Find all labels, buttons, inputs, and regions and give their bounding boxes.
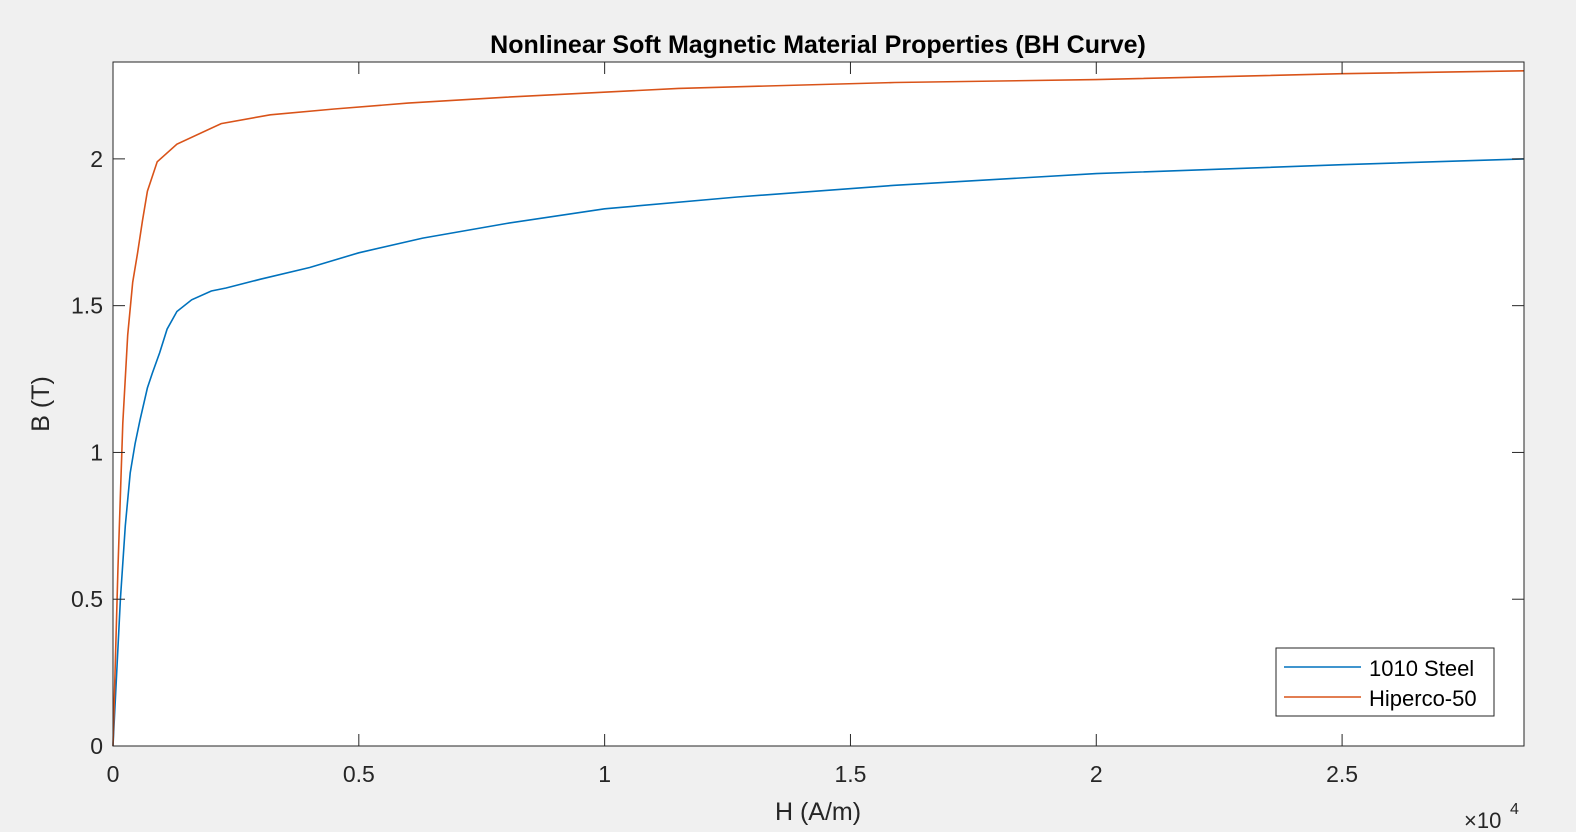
plot-area [113, 62, 1524, 746]
chart-title: Nonlinear Soft Magnetic Material Propert… [490, 31, 1146, 59]
x-axis-exponent: ×10 4 [1464, 801, 1519, 832]
x-axis-label: H (A/m) [775, 798, 861, 826]
x-tick-label: 2.5 [1326, 761, 1358, 787]
x-axis-exponent-base: ×10 [1464, 808, 1501, 832]
x-tick-label: 1 [598, 761, 611, 787]
x-tick-label: 0.5 [343, 761, 375, 787]
legend-label-hiperco-50: Hiperco-50 [1369, 686, 1477, 711]
series-layer [112, 70, 1525, 747]
series-line-1010-steel [112, 158, 1525, 747]
legend-box [1275, 647, 1495, 717]
x-tick-label: 1.5 [834, 761, 866, 787]
x-axis-ticks: 0 0.5 1 1.5 2 2.5 [107, 62, 1358, 787]
y-axis-label: B (T) [27, 376, 55, 432]
series-line-hiperco-50 [112, 70, 1525, 747]
x-tick-label: 0 [107, 761, 120, 787]
x-axis-exponent-power: 4 [1510, 801, 1519, 818]
y-tick-label: 2 [90, 146, 103, 172]
y-axis-ticks: 0 0.5 1 1.5 2 [71, 146, 1524, 759]
y-tick-label: 1 [90, 439, 103, 465]
y-tick-label: 1.5 [71, 293, 103, 319]
legend-label-1010-steel: 1010 Steel [1369, 656, 1474, 681]
legend: 1010 Steel Hiperco-50 [1275, 647, 1495, 717]
axes-box [112, 61, 1525, 747]
x-tick-label: 2 [1090, 761, 1103, 787]
y-tick-label: 0.5 [71, 586, 103, 612]
y-tick-label: 0 [90, 733, 103, 759]
